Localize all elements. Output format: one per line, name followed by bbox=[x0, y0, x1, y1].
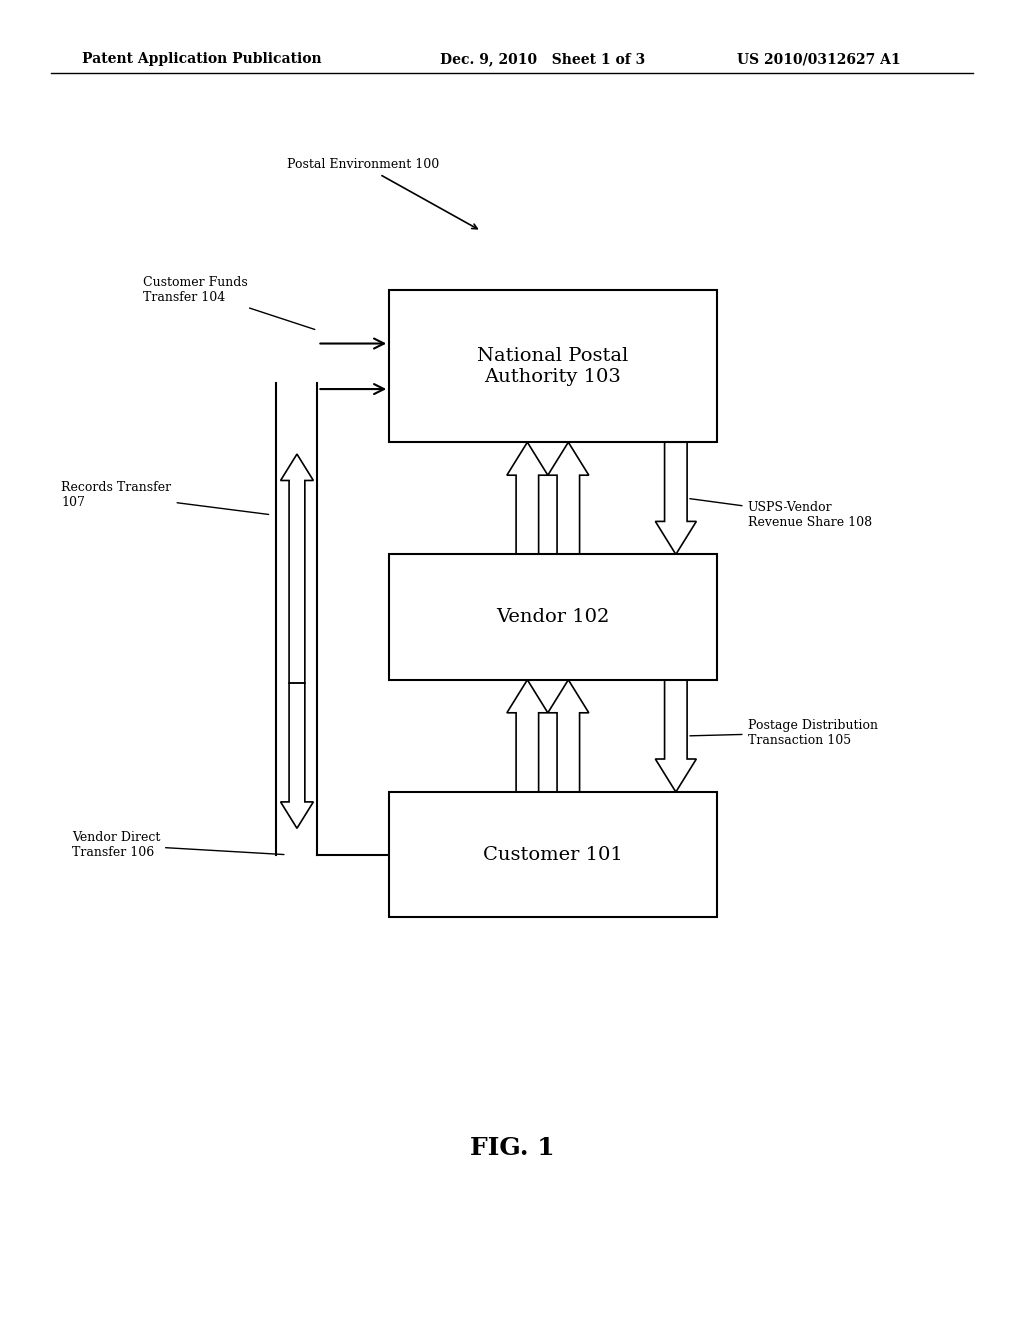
Polygon shape bbox=[548, 680, 589, 792]
Polygon shape bbox=[655, 680, 696, 792]
Polygon shape bbox=[281, 684, 313, 829]
Polygon shape bbox=[548, 442, 589, 554]
Polygon shape bbox=[655, 442, 696, 554]
Text: USPS-Vendor
Revenue Share 108: USPS-Vendor Revenue Share 108 bbox=[690, 499, 871, 529]
FancyBboxPatch shape bbox=[389, 290, 717, 442]
Polygon shape bbox=[507, 442, 548, 554]
Text: Vendor 102: Vendor 102 bbox=[497, 609, 609, 626]
Text: Postal Environment 100: Postal Environment 100 bbox=[287, 158, 477, 228]
Text: Vendor Direct
Transfer 106: Vendor Direct Transfer 106 bbox=[72, 830, 284, 859]
Text: Records Transfer
107: Records Transfer 107 bbox=[61, 480, 268, 515]
Text: Customer Funds
Transfer 104: Customer Funds Transfer 104 bbox=[143, 276, 314, 330]
Text: Customer 101: Customer 101 bbox=[483, 846, 623, 863]
Text: Patent Application Publication: Patent Application Publication bbox=[82, 53, 322, 66]
Text: Postage Distribution
Transaction 105: Postage Distribution Transaction 105 bbox=[690, 718, 878, 747]
FancyBboxPatch shape bbox=[389, 554, 717, 680]
Polygon shape bbox=[281, 454, 313, 684]
Text: US 2010/0312627 A1: US 2010/0312627 A1 bbox=[737, 53, 901, 66]
Polygon shape bbox=[507, 680, 548, 792]
FancyBboxPatch shape bbox=[389, 792, 717, 917]
Text: National Postal
Authority 103: National Postal Authority 103 bbox=[477, 347, 629, 385]
Text: FIG. 1: FIG. 1 bbox=[470, 1137, 554, 1160]
Text: Dec. 9, 2010   Sheet 1 of 3: Dec. 9, 2010 Sheet 1 of 3 bbox=[440, 53, 645, 66]
